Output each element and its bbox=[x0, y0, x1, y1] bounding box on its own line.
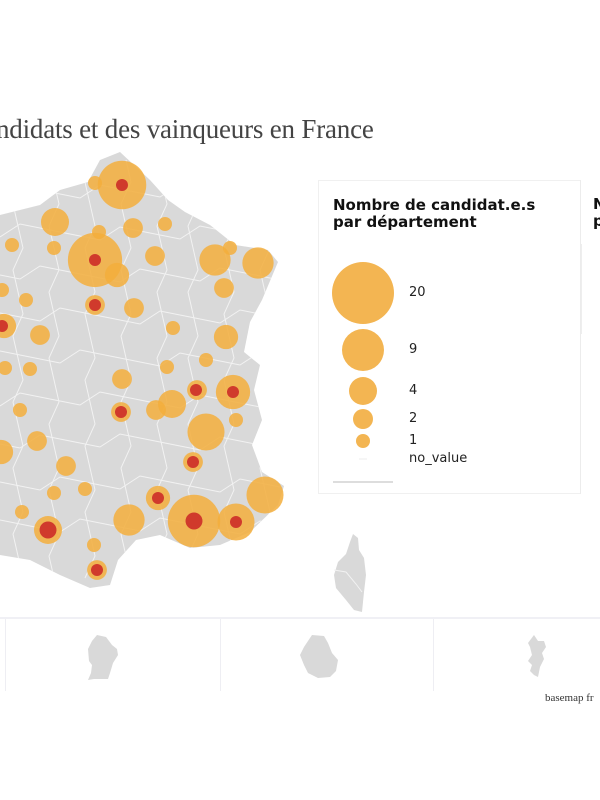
overseas-separator bbox=[433, 619, 434, 691]
legend-label-1: 1 bbox=[409, 433, 418, 448]
candidate-bubble[interactable] bbox=[214, 278, 234, 298]
candidate-bubble[interactable] bbox=[124, 298, 144, 318]
candidate-bubble[interactable] bbox=[160, 360, 174, 374]
legend-divider bbox=[333, 481, 393, 483]
candidate-bubble[interactable] bbox=[166, 321, 180, 335]
candidate-bubble[interactable] bbox=[158, 217, 172, 231]
department-border bbox=[0, 307, 281, 325]
winner-bubble[interactable] bbox=[116, 179, 128, 191]
candidate-bubble[interactable] bbox=[104, 262, 130, 288]
candidate-bubble[interactable] bbox=[199, 353, 213, 367]
legend-winners-title-line2: p bbox=[593, 212, 600, 230]
candidate-bubble[interactable] bbox=[199, 244, 231, 276]
winner-bubble[interactable] bbox=[0, 320, 8, 332]
legend-symbols bbox=[332, 262, 394, 460]
map-title: ndidats et des vainqueurs en France bbox=[0, 114, 374, 144]
winner-bubble[interactable] bbox=[185, 512, 203, 530]
candidate-bubble[interactable] bbox=[0, 361, 12, 375]
candidate-bubble[interactable] bbox=[27, 431, 47, 451]
legend-circle-4 bbox=[349, 377, 377, 405]
candidate-bubble[interactable] bbox=[47, 486, 61, 500]
candidate-bubble[interactable] bbox=[213, 324, 239, 350]
legend-winners-title: N p bbox=[593, 196, 600, 230]
candidate-bubble[interactable] bbox=[112, 369, 132, 389]
candidate-bubble[interactable] bbox=[87, 538, 101, 552]
legend-label-9: 9 bbox=[409, 342, 418, 357]
legend-label-no-value: no_value bbox=[409, 451, 468, 466]
legend-title: Nombre de candidat.e.s par département bbox=[333, 197, 535, 231]
candidate-bubble[interactable] bbox=[56, 456, 76, 476]
mayotte-map bbox=[528, 635, 546, 677]
legend-winners-title-line1: N bbox=[593, 195, 600, 213]
legend-circle-1 bbox=[356, 434, 370, 448]
corsica-map bbox=[333, 534, 366, 612]
winner-bubble[interactable] bbox=[89, 299, 101, 311]
candidate-bubble[interactable] bbox=[158, 390, 186, 418]
winner-bubble[interactable] bbox=[227, 386, 239, 398]
candidate-bubble[interactable] bbox=[15, 505, 29, 519]
winner-bubble[interactable] bbox=[230, 516, 242, 528]
candidate-bubble[interactable] bbox=[187, 413, 225, 451]
legend-title-line1: Nombre de candidat.e.s bbox=[333, 196, 536, 214]
legend-circle-9 bbox=[342, 329, 384, 371]
legend-candidates: Nombre de candidat.e.s par département 2… bbox=[318, 180, 580, 494]
winner-bubble[interactable] bbox=[89, 254, 101, 266]
winner-bubble[interactable] bbox=[115, 406, 127, 418]
candidate-bubble[interactable] bbox=[223, 241, 237, 255]
legend-label-4: 4 bbox=[409, 383, 418, 398]
candidate-bubble[interactable] bbox=[78, 482, 92, 496]
winner-bubble[interactable] bbox=[39, 521, 57, 539]
candidate-bubble[interactable] bbox=[23, 362, 37, 376]
legend-winners-bar bbox=[581, 244, 582, 334]
candidate-bubble[interactable] bbox=[246, 476, 284, 514]
guyane-map bbox=[88, 635, 118, 680]
overseas-separator bbox=[220, 619, 221, 691]
france-map bbox=[0, 152, 284, 588]
candidate-bubble[interactable] bbox=[242, 247, 274, 279]
candidate-bubble[interactable] bbox=[88, 176, 102, 190]
legend-label-2: 2 bbox=[409, 411, 418, 426]
candidate-bubble[interactable] bbox=[0, 439, 14, 465]
legend-label-20: 20 bbox=[409, 285, 426, 300]
winner-bubble[interactable] bbox=[91, 564, 103, 576]
candidate-bubble[interactable] bbox=[5, 238, 19, 252]
candidate-bubble[interactable] bbox=[0, 283, 9, 297]
reunion-map bbox=[300, 635, 338, 678]
legend-circle-20 bbox=[332, 262, 394, 324]
mayotte-island bbox=[528, 635, 546, 677]
candidate-bubble[interactable] bbox=[41, 208, 69, 236]
candidate-bubble[interactable] bbox=[92, 225, 106, 239]
department-border bbox=[0, 265, 281, 283]
corsica-island bbox=[334, 534, 366, 612]
candidate-bubble[interactable] bbox=[229, 413, 243, 427]
winner-bubble[interactable] bbox=[152, 492, 164, 504]
winner-bubble[interactable] bbox=[187, 456, 199, 468]
department-border bbox=[0, 475, 281, 493]
reunion-island bbox=[300, 635, 338, 678]
legend-winners: N p bbox=[580, 180, 600, 494]
candidate-bubble[interactable] bbox=[19, 293, 33, 307]
candidate-bubble[interactable] bbox=[145, 246, 165, 266]
candidate-bubble[interactable] bbox=[0, 313, 17, 339]
winner-bubble[interactable] bbox=[190, 384, 202, 396]
candidate-bubble[interactable] bbox=[47, 241, 61, 255]
guyane-island bbox=[88, 635, 118, 680]
overseas-separator bbox=[5, 619, 6, 691]
basemap-credits: basemap fr bbox=[545, 692, 594, 704]
department-border bbox=[0, 433, 281, 451]
corsica-border bbox=[333, 569, 363, 593]
winner-bubbles bbox=[0, 179, 242, 576]
overseas-panel bbox=[0, 617, 600, 693]
candidate-bubble[interactable] bbox=[13, 403, 27, 417]
department-border bbox=[0, 349, 281, 367]
candidate-bubble[interactable] bbox=[30, 325, 50, 345]
legend-title-line2: par département bbox=[333, 213, 477, 231]
candidate-bubble[interactable] bbox=[123, 218, 143, 238]
candidate-bubble[interactable] bbox=[113, 504, 145, 536]
legend-circle-2 bbox=[353, 409, 373, 429]
